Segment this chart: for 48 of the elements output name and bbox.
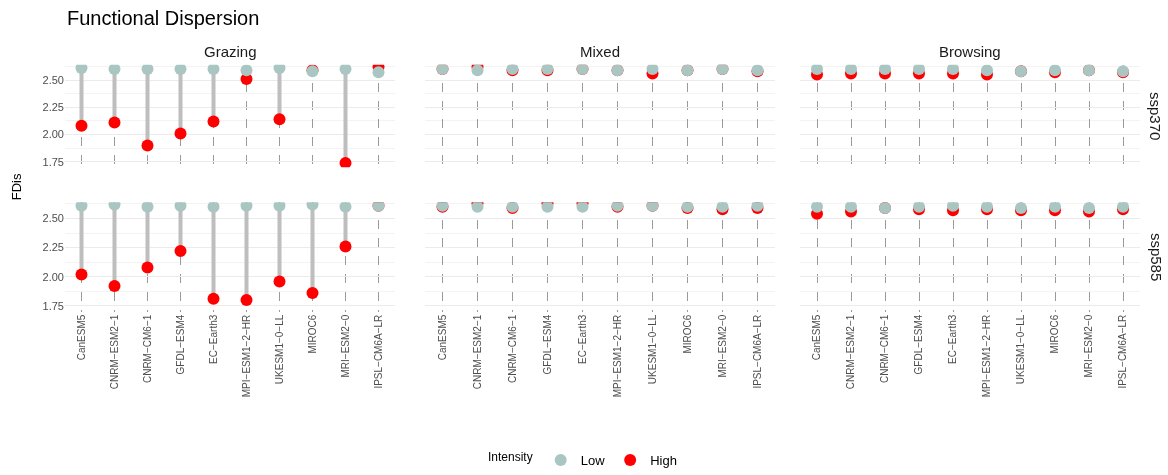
x-tick-label: MIROC6 bbox=[1049, 314, 1061, 354]
x-tick-label: CNRM−CM6−1 bbox=[506, 314, 518, 384]
legend-label: High bbox=[650, 453, 677, 469]
chart-subtitle: Browsing bbox=[939, 43, 1001, 60]
x-tick-label: CanESM5 bbox=[75, 314, 87, 361]
legend-title: Intensity bbox=[488, 449, 533, 464]
x-tick-label: CNRM−CM6−1 bbox=[879, 314, 891, 384]
x-tick-label: GFDL−ESM4 bbox=[541, 314, 553, 375]
x-tick-label: UKESM1−0−LL bbox=[1015, 314, 1027, 385]
x-tick-label: IPSL−CM6A−LR bbox=[372, 314, 384, 389]
x-tick-label: EC−Earth3 bbox=[576, 314, 588, 364]
y-tick-label: 2.25 bbox=[42, 241, 64, 254]
text: ssp370 bbox=[1147, 92, 1165, 141]
x-tick-label: MPI−ESM1−2−HR bbox=[240, 314, 252, 398]
x-tick-label: MIROC6 bbox=[306, 314, 318, 354]
x-tick-label: MRI−ESM2−0 bbox=[1083, 314, 1095, 378]
x-tick-label: MRI−ESM2−0 bbox=[716, 314, 728, 378]
x-tick-label: EC−Earth3 bbox=[947, 314, 959, 364]
x-tick-label: CNRM−ESM2−1 bbox=[108, 314, 120, 390]
x-tick-label: MPI−ESM1−2−HR bbox=[611, 314, 623, 398]
x-tick-label: UKESM1−0−LL bbox=[273, 314, 285, 385]
x-tick-label: CanESM5 bbox=[811, 314, 823, 361]
x-tick-label: EC−Earth3 bbox=[207, 314, 219, 364]
y-tick-label: 2.50 bbox=[42, 212, 64, 225]
x-tick-label: CNRM−CM6−1 bbox=[141, 314, 153, 384]
x-tick-label: MPI−ESM1−2−HR bbox=[981, 314, 993, 398]
chart-subtitle: Mixed bbox=[580, 43, 621, 60]
x-tick-label: CanESM5 bbox=[436, 314, 448, 361]
x-tick-label: UKESM1−0−LL bbox=[646, 314, 658, 385]
y-tick-label: 2.50 bbox=[42, 73, 64, 86]
chart-title: Functional Dispersion bbox=[67, 7, 260, 29]
x-tick-label: MIROC6 bbox=[681, 314, 693, 354]
legend-label: Low bbox=[580, 453, 606, 469]
x-tick-label: CNRM−ESM2−1 bbox=[845, 314, 857, 390]
x-tick-label: GFDL−ESM4 bbox=[913, 314, 925, 375]
text: ssp585 bbox=[1147, 232, 1165, 282]
y-tick-label: 1.75 bbox=[42, 155, 64, 168]
x-tick-label: MRI−ESM2−0 bbox=[339, 314, 351, 378]
x-tick-label: IPSL−CM6A−LR bbox=[1117, 314, 1129, 389]
x-tick-label: CNRM−ESM2−1 bbox=[471, 314, 483, 390]
x-tick-label: IPSL−CM6A−LR bbox=[751, 314, 763, 389]
y-tick-label: 2.00 bbox=[42, 270, 64, 283]
x-tick-label: GFDL−ESM4 bbox=[174, 314, 186, 375]
y-tick-label: 2.00 bbox=[42, 128, 64, 141]
y-axis-title: FDis bbox=[8, 172, 24, 201]
y-tick-label: 1.75 bbox=[42, 299, 64, 312]
chart-subtitle: Grazing bbox=[204, 43, 257, 60]
y-tick-label: 2.25 bbox=[42, 101, 64, 114]
